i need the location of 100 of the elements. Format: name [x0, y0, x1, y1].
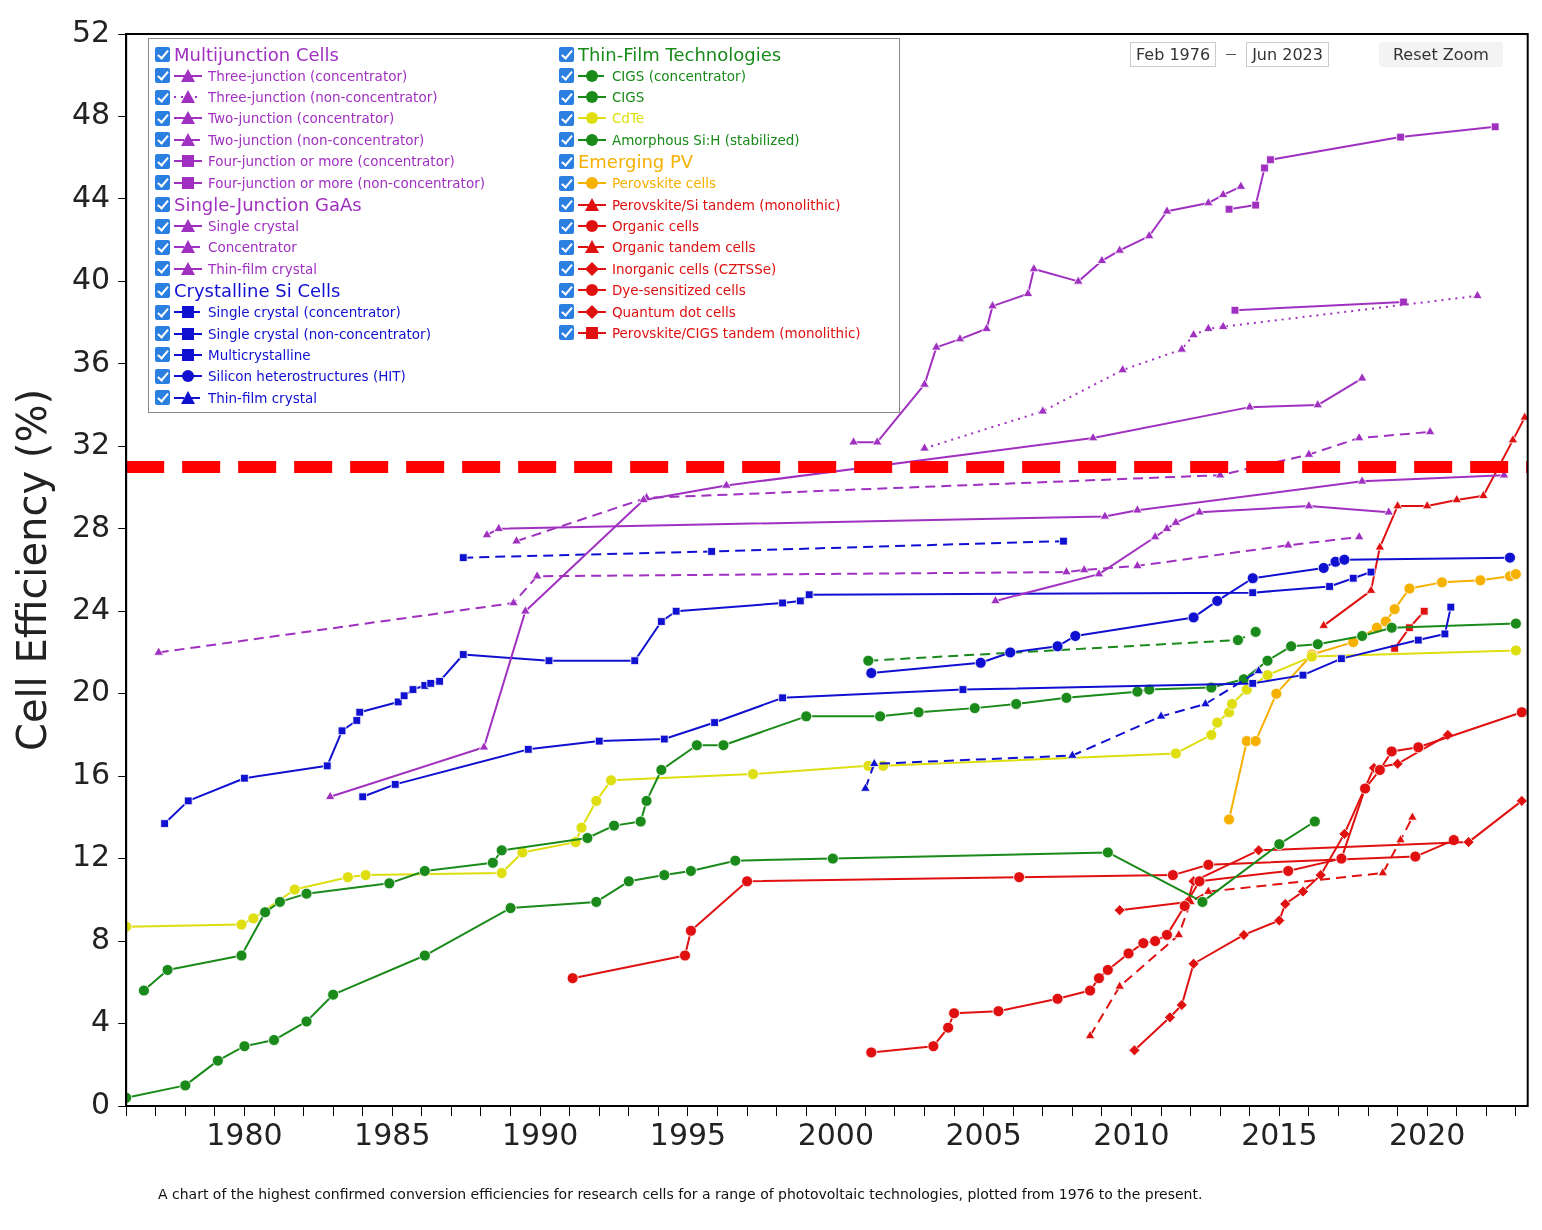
point [300, 1015, 313, 1028]
point [1478, 489, 1489, 499]
point [1273, 838, 1286, 851]
text: A chart of the highest confirmed conversion efficiencies for research cells for a range of photovoltaic technologies, plotted from 1976 to the present. [158, 1186, 1203, 1202]
point [1365, 584, 1377, 594]
point [240, 773, 249, 783]
point [1224, 204, 1234, 214]
point [1472, 289, 1483, 299]
legend-label: CIGS [611, 89, 645, 106]
x-tick-label: 2015 [1241, 1116, 1318, 1152]
point [1117, 364, 1128, 374]
point [327, 988, 340, 1001]
legend-label: Three-junction (non-concentrator) [208, 89, 438, 106]
point [1028, 263, 1040, 273]
point [1311, 638, 1324, 651]
point [919, 442, 930, 452]
x-tick-label: 1995 [649, 1116, 727, 1152]
point [183, 796, 193, 806]
point [1196, 896, 1209, 908]
point [679, 949, 691, 962]
point [1096, 254, 1108, 264]
point [161, 964, 174, 976]
annotation: Feb 1976 [1130, 42, 1217, 67]
point [1248, 588, 1258, 597]
point [1188, 329, 1199, 339]
legend-label: Thin-film crystal [208, 389, 317, 406]
point [179, 1079, 192, 1092]
point [954, 333, 966, 343]
annotation: Crystalline Si Cells [173, 279, 342, 302]
point [1113, 904, 1126, 917]
y-tick-label: 40 [71, 261, 111, 297]
y-tick-label: 12 [71, 838, 111, 874]
point [1337, 654, 1346, 663]
point [138, 984, 150, 997]
point [544, 656, 554, 665]
legend-label: Silicon heterostructures (HIT) [208, 368, 406, 385]
point [778, 693, 787, 703]
y-tick-label: 4 [91, 1003, 111, 1039]
point [1217, 188, 1229, 198]
legend-label: Multicrystalline [208, 346, 311, 363]
legend-label: CdTe [611, 110, 645, 127]
legend-label: Organic tandem cells [611, 239, 756, 256]
point [1164, 1011, 1176, 1024]
point [1266, 155, 1275, 165]
point [504, 902, 517, 914]
x-tick-label: 1985 [354, 1116, 431, 1152]
point [655, 764, 668, 776]
point [630, 656, 640, 665]
point [1194, 506, 1205, 516]
point [1314, 869, 1327, 882]
point [1409, 850, 1422, 863]
point [657, 617, 666, 626]
point [747, 768, 759, 780]
point [383, 877, 396, 890]
point [605, 774, 617, 787]
point [1244, 401, 1255, 411]
point [707, 547, 716, 556]
point [1203, 322, 1214, 332]
point [1383, 506, 1394, 516]
point [721, 479, 732, 489]
point [1318, 619, 1329, 629]
point [1004, 646, 1017, 659]
point [1114, 980, 1125, 990]
point [235, 949, 248, 962]
point [1283, 539, 1294, 549]
point [1170, 516, 1181, 526]
point [1226, 698, 1238, 710]
point [865, 1046, 878, 1059]
legend-label: Quantum dot cells [611, 303, 736, 320]
point [486, 856, 499, 869]
point [1178, 900, 1191, 912]
point [1422, 500, 1433, 510]
legend-label: Single crystal (concentrator) [208, 304, 401, 321]
legend-label: Organic cells [611, 218, 699, 235]
point [872, 436, 883, 446]
point [1249, 735, 1262, 748]
point [948, 1007, 960, 1020]
point [658, 869, 671, 882]
point [1161, 928, 1173, 941]
point [992, 1005, 1005, 1018]
point [1137, 937, 1150, 950]
point [1515, 706, 1528, 719]
point [508, 597, 519, 607]
point [1312, 399, 1323, 409]
point [804, 590, 814, 600]
point [1509, 617, 1522, 630]
point [1149, 531, 1161, 541]
point [1317, 562, 1330, 574]
point [1440, 629, 1450, 639]
legend-label: Four-junction or more (concentrator) [208, 153, 455, 170]
legend-label: Thin-film crystal [208, 260, 317, 277]
point [1067, 749, 1078, 759]
x-tick-label: 2020 [1388, 1116, 1466, 1152]
point [987, 300, 998, 310]
point [1251, 200, 1260, 210]
point [524, 745, 533, 754]
legend-label: Perovskite/CIGS tandem (monolithic) [611, 324, 861, 341]
point [511, 535, 522, 545]
point [931, 341, 942, 351]
annotation: Jun 2023 [1246, 42, 1329, 67]
